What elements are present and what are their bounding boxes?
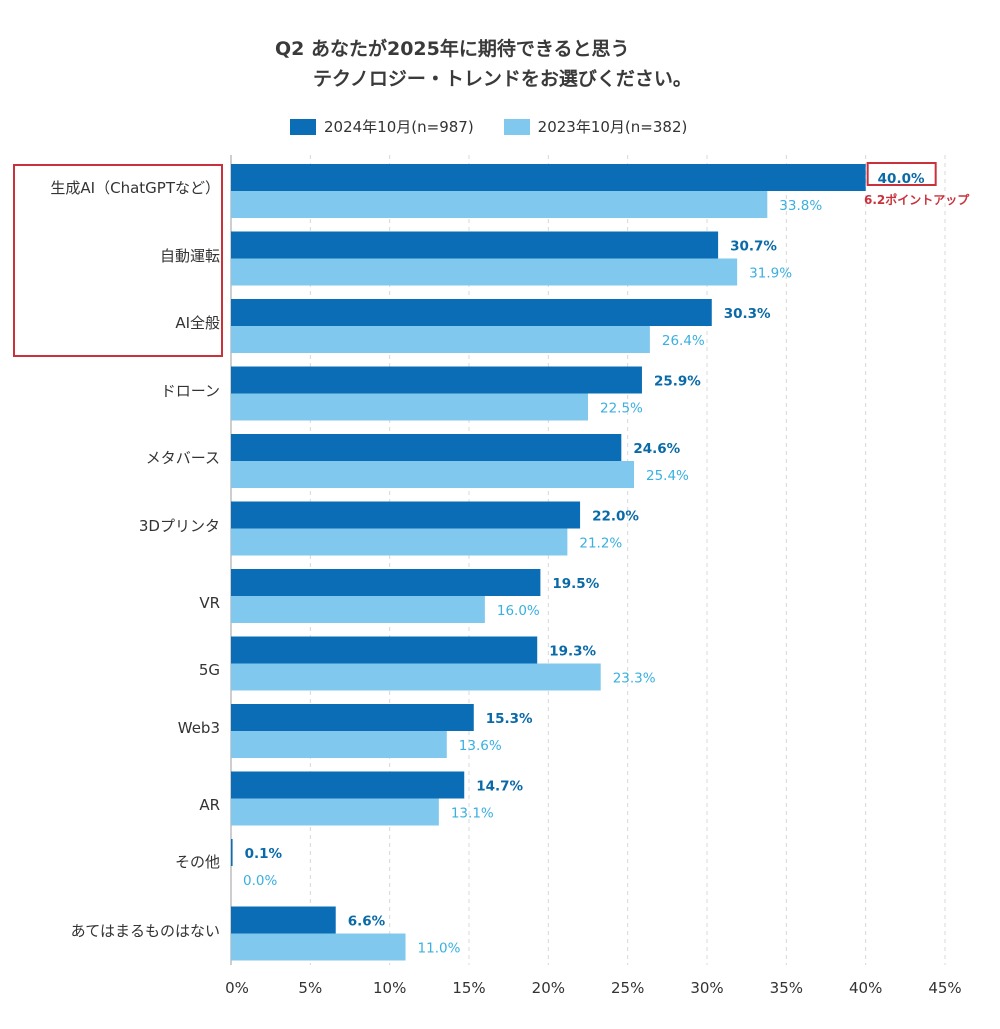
bar-2024: [231, 299, 712, 326]
data-label-2024: 14.7%: [476, 779, 523, 795]
chart-legend: 2024年10月(n=987) 2023年10月(n=382): [290, 116, 717, 137]
legend-swatch-2023: [503, 118, 530, 135]
bar-2024: [231, 366, 642, 394]
x-tick-label: 30%: [690, 979, 723, 997]
bar-2024: [231, 231, 719, 259]
bar-2024: [231, 636, 538, 664]
chart-title-line1: Q2 あなたが2025年に期待できると思う: [275, 38, 630, 60]
data-label-2024: 40.0%: [878, 171, 925, 187]
data-label-2023: 23.3%: [613, 671, 656, 687]
bar-2024: [231, 501, 581, 529]
bar-2024: [231, 906, 336, 934]
x-tick-label: 40%: [849, 979, 882, 997]
data-label-2023: 26.4%: [662, 333, 705, 349]
data-label-2024: 30.3%: [724, 306, 771, 322]
bar-2023: [231, 731, 447, 758]
data-label-2024: 15.3%: [486, 711, 533, 727]
x-tick-label: 5%: [298, 979, 322, 997]
category-label: Web3: [178, 719, 220, 737]
data-label-2023: 13.1%: [451, 806, 494, 822]
bar-2023: [231, 528, 568, 556]
legend-item-2023: 2023年10月(n=382): [503, 116, 688, 137]
data-label-2024: 0.1%: [245, 846, 283, 862]
data-label-2024: 30.7%: [730, 239, 777, 255]
bar-2023: [231, 663, 601, 691]
bar-2023: [231, 393, 588, 421]
x-tick-label: 35%: [770, 979, 803, 997]
data-label-2023: 13.6%: [459, 738, 502, 754]
annotation-increase: 6.2ポイントアップ: [864, 192, 970, 207]
x-tick-label: 10%: [373, 979, 406, 997]
category-label: メタバース: [146, 449, 220, 467]
data-label-2024: 25.9%: [654, 374, 701, 390]
bar-2024: [231, 704, 474, 731]
data-label-2024: 19.5%: [552, 576, 599, 592]
bar-2024: [231, 569, 541, 596]
x-tick-label: 45%: [928, 979, 961, 997]
data-label-2023: 22.5%: [600, 401, 643, 417]
bar-2023: [231, 326, 650, 353]
x-tick-label: 15%: [452, 979, 485, 997]
category-label: 自動運転: [160, 247, 220, 265]
bar-2023: [231, 798, 439, 826]
data-label-2023: 33.8%: [779, 198, 822, 214]
category-label: 3Dプリンタ: [139, 517, 220, 535]
category-label: ドローン: [161, 382, 220, 400]
bar-2023: [231, 933, 406, 961]
data-label-2024: 6.6%: [348, 914, 386, 930]
data-label-2023: 25.4%: [646, 468, 689, 484]
bar-2024: [231, 839, 233, 866]
category-label: AI全般: [175, 314, 220, 332]
data-label-2023: 21.2%: [579, 536, 622, 552]
bar-2023: [231, 191, 768, 218]
data-label-2023: 11.0%: [418, 941, 461, 957]
category-label: その他: [175, 853, 220, 871]
x-tick-label: 25%: [611, 979, 644, 997]
legend-item-2024: 2024年10月(n=987): [290, 116, 474, 137]
data-label-2024: 19.3%: [549, 644, 596, 660]
highlight-box-top3: [13, 164, 223, 357]
data-label-2023: 0.0%: [243, 873, 277, 889]
bar-2024: [231, 434, 622, 461]
bar-2023: [231, 258, 738, 286]
x-tick-label: 0%: [225, 979, 249, 997]
bar-2023: [231, 461, 635, 488]
data-label-2023: 16.0%: [497, 603, 540, 619]
category-label: VR: [199, 594, 220, 612]
bar-2024: [231, 771, 465, 799]
legend-label-2024: 2024年10月(n=987): [324, 118, 474, 136]
category-label: 生成AI（ChatGPTなど）: [50, 179, 220, 197]
category-label: AR: [199, 796, 220, 814]
data-label-2024: 24.6%: [633, 441, 680, 457]
x-tick-label: 20%: [532, 979, 565, 997]
legend-label-2023: 2023年10月(n=382): [537, 118, 688, 136]
legend-swatch-2024: [290, 118, 316, 135]
bar-2024: [231, 164, 866, 191]
data-label-2023: 31.9%: [749, 266, 792, 282]
chart-title-line2: テクノロジー・トレンドをお選びください。: [313, 68, 692, 90]
highlight-box-top-value: [866, 162, 937, 186]
data-label-2024: 22.0%: [592, 509, 639, 525]
category-label: 5G: [199, 661, 220, 679]
category-label: あてはまるものはない: [71, 922, 220, 940]
bar-2023: [231, 596, 485, 623]
